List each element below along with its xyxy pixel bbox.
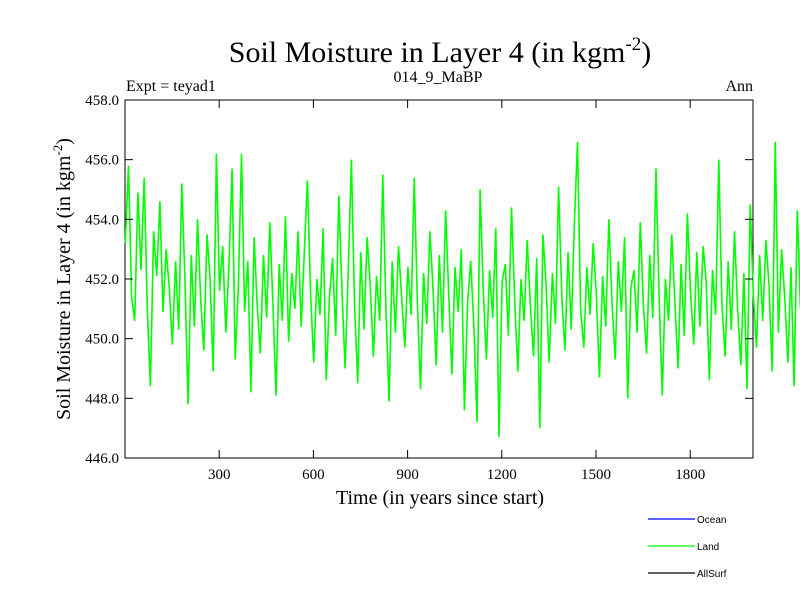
legend: Ocean Land AllSurf [648,515,727,580]
x-tick-label: 1200 [487,467,517,483]
y-tick-label: 448.0 [85,391,119,407]
chart-title: Soil Moisture in Layer 4 (in kgm-2) [229,34,651,69]
x-tick-label: 900 [396,467,419,483]
y-tick-label: 458.0 [85,93,119,109]
y-tick-label: 450.0 [85,332,119,348]
x-tick-label: 1500 [581,467,611,483]
x-axis: 300 600 900 1200 1500 1800 [208,100,705,483]
y-tick-label: 454.0 [85,212,119,228]
y-axis: 446.0 448.0 450.0 452.0 454.0 456.0 458.0 [85,93,753,467]
y-tick-label: 452.0 [85,272,119,288]
x-tick-label: 1800 [675,467,705,483]
legend-label-allsurf: AllSurf [697,569,727,580]
y-tick-label: 446.0 [85,451,119,467]
subtitle-left: Expt = teyad1 [126,78,216,95]
y-axis-label: Soil Moisture in Layer 4 (in kgm-2) [50,138,75,420]
y-tick-label: 456.0 [85,153,119,169]
x-tick-label: 600 [302,467,325,483]
x-axis-label: Time (in years since start) [336,487,544,509]
series-line-land [124,141,800,438]
subtitle-right: Ann [725,78,753,95]
legend-label-land: Land [697,542,719,553]
x-tick-label: 300 [208,467,231,483]
subtitle-center: 014_9_MaBP [394,69,483,86]
legend-label-ocean: Ocean [697,515,726,526]
